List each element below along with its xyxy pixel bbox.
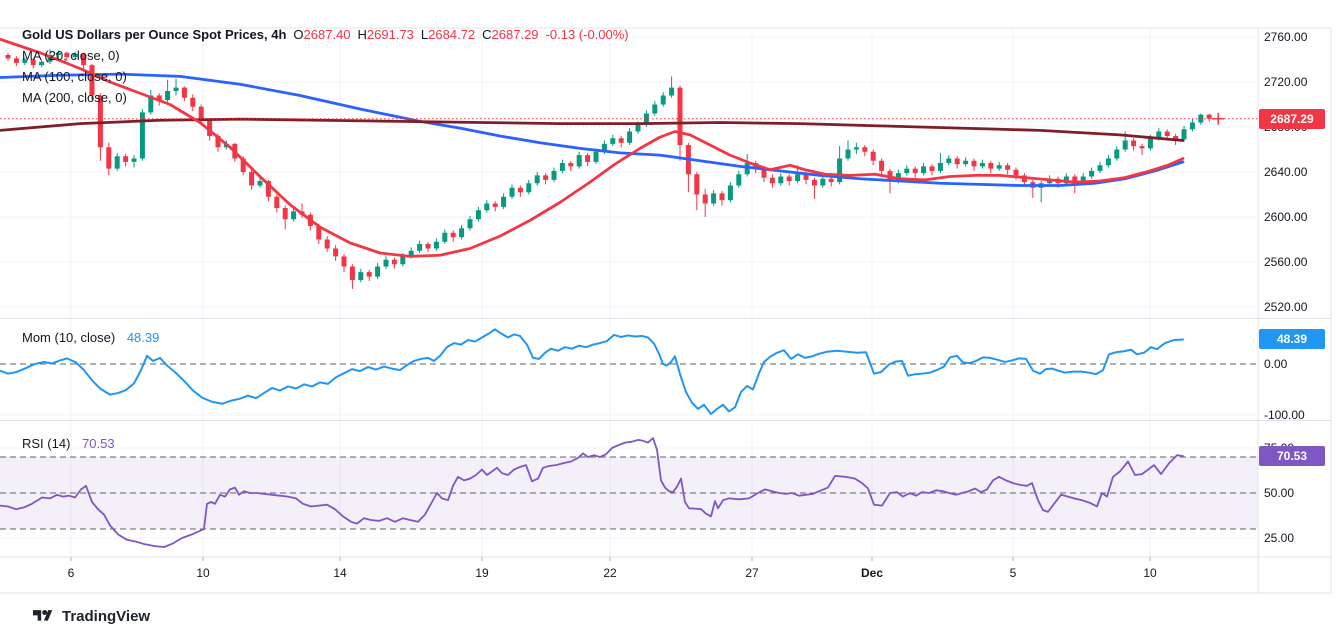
time-tick-label: 6 bbox=[67, 566, 75, 580]
time-tick-label: 14 bbox=[333, 566, 347, 580]
symbol-title: Gold US Dollars per Ounce Spot Prices, 4… bbox=[22, 27, 287, 42]
axis-tick-label: -100.00 bbox=[1264, 408, 1305, 422]
momentum-value-badge: 48.39 bbox=[1259, 329, 1325, 350]
time-tick-label: 10 bbox=[196, 566, 210, 580]
symbol-title-row[interactable]: Gold US Dollars per Ounce Spot Prices, 4… bbox=[22, 24, 629, 45]
time-tick-label: 10 bbox=[1143, 566, 1157, 580]
ma200-label: MA (200, close, 0) bbox=[22, 90, 127, 105]
ma100-legend[interactable]: MA (100, close, 0) bbox=[22, 66, 629, 87]
rsi-legend[interactable]: RSI (14) 70.53 bbox=[22, 435, 115, 453]
low-value: 2684.72 bbox=[428, 27, 476, 42]
close-value: 2687.29 bbox=[491, 27, 539, 42]
axis-tick-label: 2600.00 bbox=[1264, 210, 1308, 224]
time-tick-label: 5 bbox=[1009, 566, 1017, 580]
momentum-legend[interactable]: Mom (10, close) 48.39 bbox=[22, 329, 159, 347]
high-label: H bbox=[357, 27, 367, 42]
momentum-label: Mom (10, close) bbox=[22, 330, 116, 345]
axis-tick-label: 2720.00 bbox=[1264, 75, 1308, 89]
time-tick-label: Dec bbox=[860, 566, 884, 580]
axis-tick-label: 2560.00 bbox=[1264, 255, 1308, 269]
rsi-value-badge: 70.53 bbox=[1259, 446, 1325, 467]
axis-tick-label: 50.00 bbox=[1264, 486, 1295, 500]
axis-tick-label: 0.00 bbox=[1264, 357, 1288, 371]
open-label: O bbox=[293, 27, 304, 42]
axis-tick-label: 2640.00 bbox=[1264, 165, 1308, 179]
change-value: -0.13 (-0.00%) bbox=[545, 27, 629, 42]
tradingview-wordmark: TradingView bbox=[62, 607, 151, 625]
axis-tick-label: 25.00 bbox=[1264, 531, 1295, 545]
ma20-label: MA (20, close, 0) bbox=[22, 48, 120, 63]
tradingview-attribution[interactable]: TradingView bbox=[33, 606, 150, 626]
open-value: 2687.40 bbox=[303, 27, 351, 42]
rsi-value: 70.53 bbox=[82, 436, 115, 451]
momentum-value: 48.39 bbox=[126, 330, 160, 345]
last-price-badge: 2687.29 bbox=[1259, 108, 1325, 129]
time-tick-label: 22 bbox=[603, 566, 617, 580]
ma20-legend[interactable]: MA (20, close, 0) bbox=[22, 45, 629, 66]
low-label: L bbox=[420, 27, 429, 42]
close-label: C bbox=[482, 27, 492, 42]
rsi-label: RSI (14) bbox=[22, 436, 71, 451]
tradingview-logo-icon bbox=[33, 610, 53, 621]
chart-header: Gold US Dollars per Ounce Spot Prices, 4… bbox=[22, 24, 629, 108]
time-tick-label: 19 bbox=[475, 566, 489, 580]
time-tick-label: 27 bbox=[745, 566, 759, 580]
ma200-legend[interactable]: MA (200, close, 0) bbox=[22, 87, 629, 108]
axis-tick-label: 2760.00 bbox=[1264, 30, 1308, 44]
axis-tick-label: 2520.00 bbox=[1264, 300, 1308, 314]
ma100-label: MA (100, close, 0) bbox=[22, 69, 127, 84]
high-value: 2691.73 bbox=[366, 27, 414, 42]
